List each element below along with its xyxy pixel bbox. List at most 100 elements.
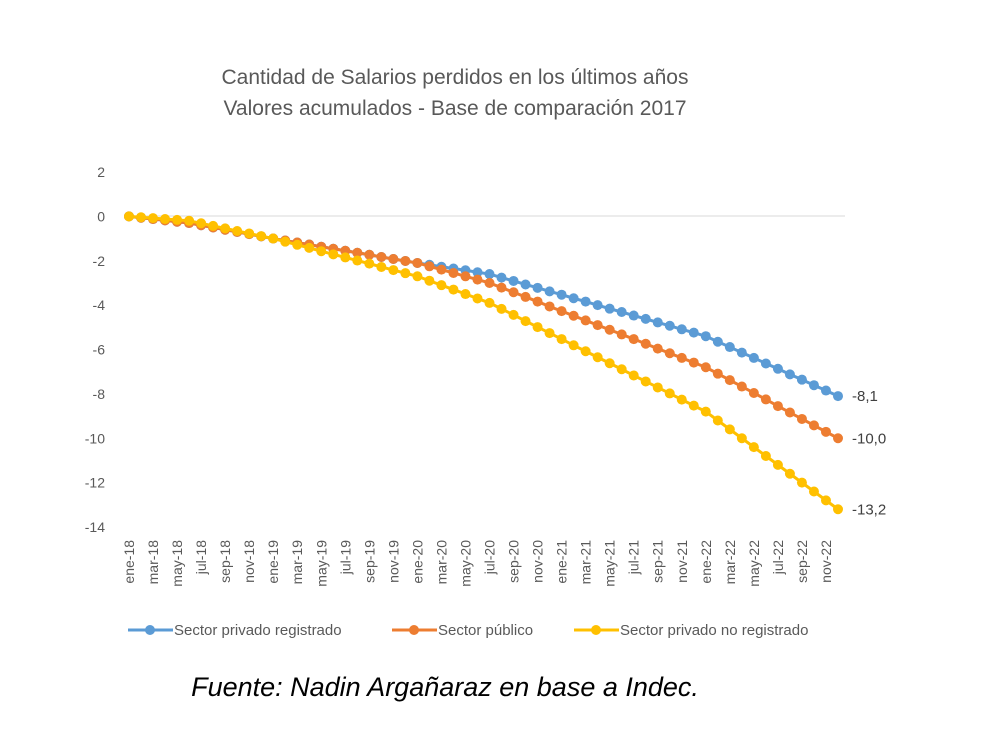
data-point — [508, 275, 519, 286]
data-point — [580, 315, 591, 326]
data-point — [376, 261, 387, 272]
data-point — [724, 375, 735, 386]
data-point — [484, 269, 495, 280]
data-point — [712, 336, 723, 347]
data-point — [616, 307, 627, 317]
data-point — [388, 253, 399, 264]
data-point — [676, 352, 687, 363]
data-point — [424, 275, 435, 286]
end-labels: -8,1 -10,0 -13,2 — [852, 388, 886, 518]
data-point — [760, 358, 771, 369]
data-point — [688, 357, 699, 368]
data-point — [520, 279, 531, 290]
data-point — [700, 331, 711, 342]
y-tick-label: -6 — [93, 342, 106, 358]
data-point — [628, 334, 639, 345]
data-point — [833, 433, 843, 444]
data-point — [508, 287, 519, 298]
data-point — [748, 442, 759, 453]
data-point — [316, 246, 327, 257]
data-point — [448, 267, 459, 278]
data-point — [496, 272, 507, 283]
data-point — [784, 369, 795, 380]
data-point — [628, 310, 639, 321]
data-point — [820, 426, 831, 437]
data-point — [652, 382, 663, 393]
data-point — [400, 255, 411, 266]
x-tick-label: sep-22 — [794, 540, 810, 583]
x-tick-label: ene-22 — [698, 540, 714, 584]
data-point — [460, 289, 471, 300]
data-point — [833, 504, 843, 515]
y-axis: 2 0 -2 -4 -6 -8 -10 -12 -14 — [85, 164, 105, 535]
data-point — [484, 297, 495, 308]
series-line — [128, 214, 839, 398]
legend-marker — [145, 625, 155, 635]
data-point — [640, 338, 651, 349]
data-point — [532, 296, 543, 307]
legend-label: Sector privado no registrado — [620, 622, 808, 639]
data-point — [508, 309, 519, 320]
x-axis: ene-18 mar-18 may-18 jul-18 sep-18 nov-18 ene-… — [121, 540, 834, 587]
data-point — [364, 258, 375, 269]
end-value-label: -8,1 — [852, 388, 878, 405]
end-value-label: -10,0 — [852, 430, 886, 447]
y-tick-label: 2 — [97, 164, 105, 180]
y-tick-label: -14 — [85, 519, 105, 535]
data-point — [532, 322, 543, 333]
x-tick-label: nov-21 — [674, 540, 690, 583]
data-point — [772, 401, 783, 412]
end-value-label: -13,2 — [852, 501, 886, 518]
data-point — [424, 261, 435, 272]
y-tick-label: -2 — [93, 253, 106, 269]
data-point — [412, 271, 423, 282]
data-point — [268, 233, 279, 244]
data-point — [592, 320, 603, 331]
data-point — [472, 293, 483, 304]
data-point — [412, 257, 423, 268]
x-tick-label: nov-18 — [241, 540, 257, 583]
data-point — [136, 212, 147, 223]
data-point — [148, 213, 159, 224]
data-point — [652, 343, 663, 354]
data-point — [328, 249, 339, 260]
data-point — [520, 291, 531, 302]
x-tick-label: nov-22 — [818, 540, 834, 583]
legend-label: Sector público — [438, 622, 533, 639]
data-point — [172, 214, 183, 225]
data-point — [160, 214, 171, 225]
data-point — [592, 300, 603, 311]
data-point — [676, 394, 687, 405]
data-point — [196, 218, 207, 229]
data-point — [568, 293, 579, 304]
data-point — [616, 364, 627, 375]
data-point — [400, 268, 411, 279]
data-point — [184, 215, 195, 226]
data-point — [232, 226, 243, 237]
x-tick-label: jul-20 — [482, 540, 498, 575]
data-point — [472, 274, 483, 285]
x-tick-label: ene-18 — [121, 540, 137, 584]
y-tick-label: -8 — [93, 386, 106, 402]
series-1 — [124, 211, 843, 402]
data-point — [808, 380, 819, 391]
data-point — [796, 413, 807, 424]
data-point — [724, 342, 735, 353]
legend-label: Sector privado registrado — [174, 622, 342, 639]
data-point — [736, 433, 747, 444]
data-point — [833, 391, 843, 402]
data-point — [820, 385, 831, 396]
data-point — [820, 495, 831, 506]
legend-marker — [409, 625, 419, 635]
legend-marker — [591, 625, 601, 635]
data-point — [760, 394, 771, 405]
data-point — [532, 282, 543, 293]
data-point — [736, 381, 747, 392]
data-point — [484, 277, 495, 288]
data-point — [688, 400, 699, 411]
data-point — [352, 255, 363, 266]
data-point — [604, 358, 615, 369]
data-point — [244, 228, 255, 239]
x-tick-label: jul-18 — [193, 540, 209, 575]
